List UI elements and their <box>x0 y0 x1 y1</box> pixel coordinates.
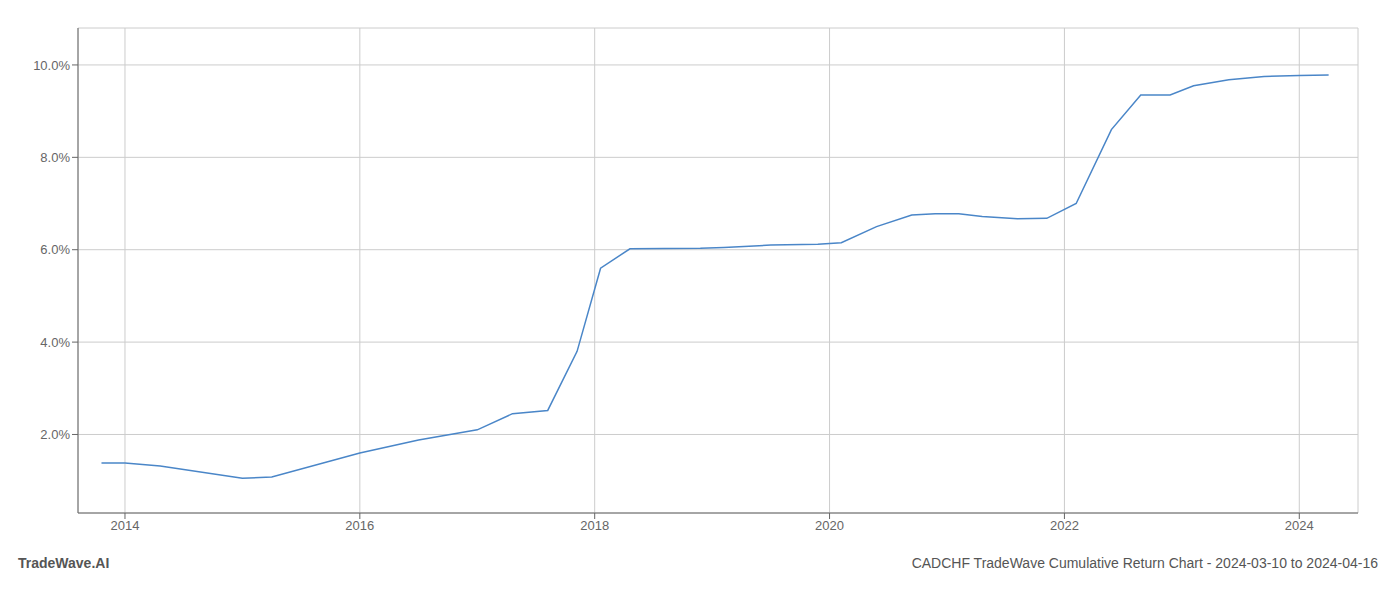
svg-text:4.0%: 4.0% <box>40 335 70 350</box>
svg-text:2.0%: 2.0% <box>40 427 70 442</box>
svg-text:2014: 2014 <box>111 518 140 533</box>
svg-text:2018: 2018 <box>580 518 609 533</box>
svg-text:2022: 2022 <box>1050 518 1079 533</box>
svg-text:6.0%: 6.0% <box>40 242 70 257</box>
svg-text:2020: 2020 <box>815 518 844 533</box>
svg-text:2016: 2016 <box>345 518 374 533</box>
html-text:CADCHF TradeWave Cumulative Re: CADCHF TradeWave Cumulative Return Chart… <box>911 555 1378 571</box>
svg-text:10.0%: 10.0% <box>33 58 70 73</box>
svg-text:2024: 2024 <box>1285 518 1314 533</box>
html-text:TradeWave.AI: TradeWave.AI <box>18 555 110 571</box>
svg-text:8.0%: 8.0% <box>40 150 70 165</box>
